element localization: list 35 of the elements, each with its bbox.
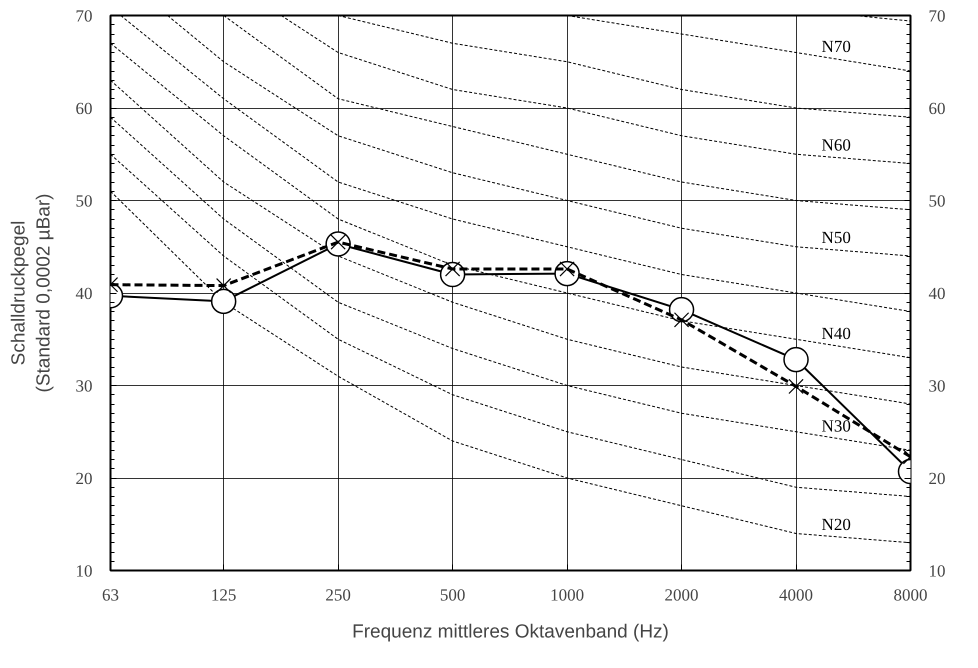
point	[674, 312, 690, 328]
y2-tick-label: 70	[928, 6, 946, 26]
y-axis-title: Schalldruckpegel (Standard 0,0002 µBar)	[8, 194, 54, 392]
y-tick-label: 30	[76, 376, 92, 396]
x-tick-label: 8000	[894, 586, 928, 604]
series-label: N30	[822, 416, 851, 436]
y2-tick-label: 60	[928, 99, 946, 118]
x-tick-label: 125	[210, 586, 236, 604]
y-tick-label: 10	[76, 562, 92, 580]
x-tick-label: 500	[440, 586, 466, 604]
point	[783, 346, 809, 372]
y-tick-label: 60	[76, 99, 92, 118]
y-tick-label: 70	[76, 6, 92, 26]
y-tick-label: 50	[76, 192, 92, 210]
series-label: N60	[822, 136, 851, 155]
y-tick-label: 40	[76, 284, 92, 303]
series-label: N40	[822, 324, 851, 343]
x-axis-title: Frequenz mittleres Oktavenband (Hz)	[352, 622, 669, 642]
y2-tick-label: 40	[928, 284, 946, 303]
x-tick-label: 250	[325, 586, 351, 604]
x-tick-label: 1000	[550, 586, 584, 604]
series-label: N70	[822, 37, 851, 56]
x-tick-label: 2000	[664, 586, 699, 604]
x-tick-label: 4000	[779, 586, 814, 604]
y2-tick-label: 20	[928, 469, 946, 488]
point	[216, 278, 232, 294]
series-label: N50	[822, 228, 851, 248]
point	[210, 288, 236, 314]
y2-tick-label: 10	[928, 562, 946, 580]
y2-tick-label: 30	[928, 376, 946, 396]
point	[788, 378, 804, 394]
x-tick-label: 63	[102, 586, 119, 604]
series-label: N20	[822, 514, 851, 534]
y-tick-label: 20	[76, 469, 92, 488]
y2-tick-label: 50	[928, 192, 946, 210]
